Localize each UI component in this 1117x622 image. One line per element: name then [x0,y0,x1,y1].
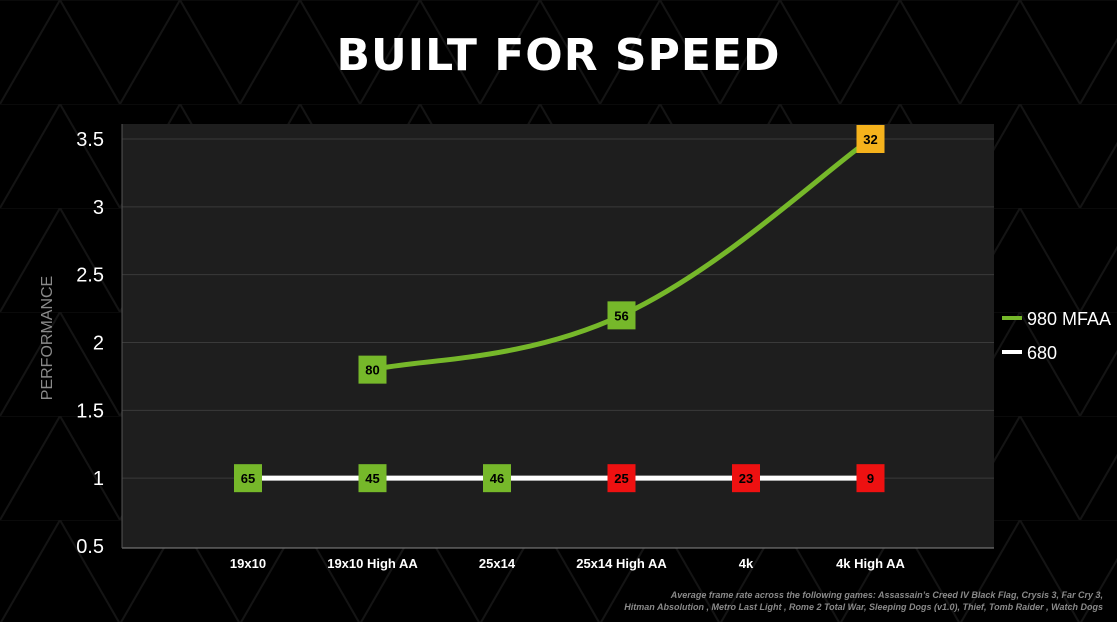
data-label: 46 [490,471,504,486]
data-label: 25 [614,471,628,486]
x-tick-label: 19x10 High AA [327,556,418,571]
footnote: Average frame rate across the following … [403,589,1103,613]
y-tick-label: 2.5 [76,265,104,287]
data-point: 45 [358,464,387,493]
data-point-marker [358,355,387,384]
data-point-marker [358,464,387,493]
data-markers: 80 56 32 65 45 46 25 23 9 [234,125,885,493]
y-tick-label: 2 [93,333,104,355]
footnote-line-2: Hitman Absolution , Metro Last Light , R… [624,602,1103,612]
y-tick-labels: 0.5 1 1.5 2 2.5 3 3.5 [76,129,104,558]
data-point-marker [607,301,636,330]
data-point-marker [234,464,262,493]
footnote-line-1: Average frame rate across the following … [670,590,1103,600]
data-point-marker [732,464,760,493]
y-tick-label: 0.5 [76,536,104,558]
data-point: 56 [607,301,636,330]
y-tick-label: 3 [93,197,104,219]
data-point: 25 [607,464,636,493]
data-point: 32 [856,125,885,153]
legend-label: 980 MFAA [1027,309,1111,329]
data-label: 65 [241,471,255,486]
y-tick-label: 3.5 [76,129,104,151]
data-label: 23 [739,471,753,486]
x-tick-labels: 19x10 19x10 High AA 25x14 25x14 High AA 4k 4k… [230,556,906,571]
data-label: 9 [867,471,874,486]
data-label: 56 [614,308,628,323]
data-label: 45 [365,471,379,486]
data-label: 32 [863,132,877,147]
data-point-marker [483,464,511,493]
data-point: 9 [856,464,885,493]
x-tick-label: 25x14 [479,556,516,571]
y-tick-label: 1 [93,468,104,490]
data-point-marker [856,125,885,153]
y-axis-label: PERFORMANCE [39,276,56,400]
legend: 980 MFAA 680 [1002,309,1111,363]
data-point: 65 [234,464,262,493]
data-point: 46 [483,464,511,493]
legend-label: 680 [1027,343,1057,363]
data-point-marker [607,464,636,493]
data-point: 80 [358,355,387,384]
data-point: 23 [732,464,760,493]
x-tick-label: 25x14 High AA [576,556,667,571]
y-tick-label: 1.5 [76,400,104,422]
x-tick-label: 4k High AA [836,556,905,571]
chart-title: BUILT FOR SPEED [336,30,781,81]
data-label: 80 [365,363,379,378]
x-tick-label: 19x10 [230,556,266,571]
data-point-marker [856,464,885,493]
x-tick-label: 4k [739,556,754,571]
